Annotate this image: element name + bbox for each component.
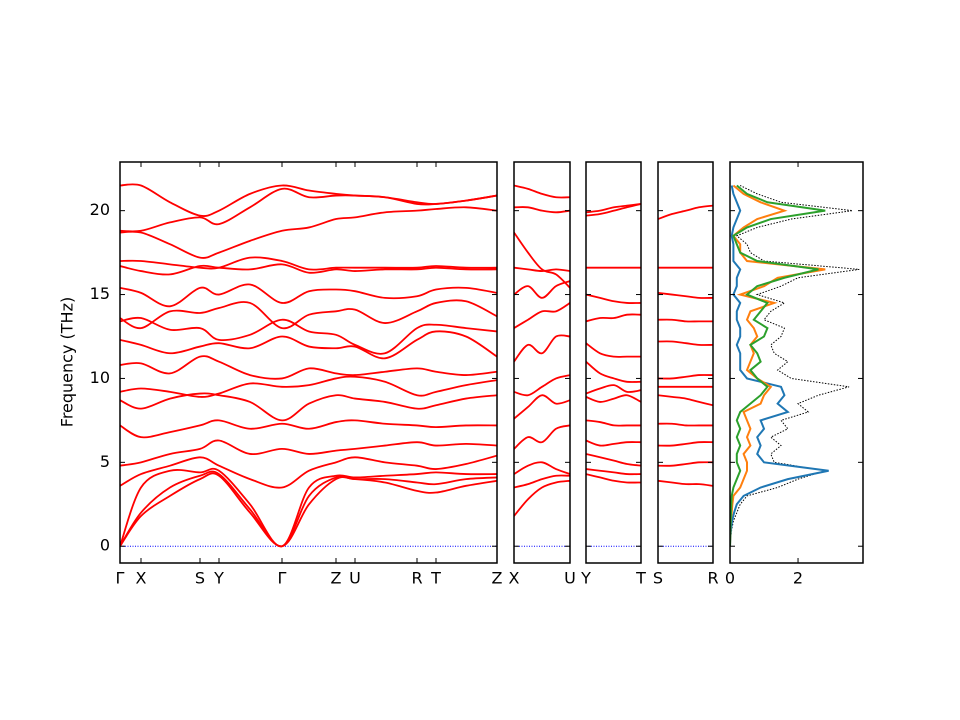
band-line [586, 468, 641, 476]
x-tick-label: Y [580, 569, 591, 588]
x-tick-label: U [564, 569, 576, 588]
band-line [120, 470, 497, 548]
x-tick-label: R [707, 569, 718, 588]
y-tick-label: 5 [100, 452, 110, 471]
x-tick-label: S [653, 569, 663, 588]
y-tick-label: 10 [90, 368, 110, 387]
band-line [514, 266, 570, 272]
band-line [120, 330, 497, 360]
band-line [120, 183, 497, 217]
band-line [586, 419, 641, 427]
band-line [658, 318, 713, 323]
band-line [658, 204, 713, 220]
y-tick-label: 0 [100, 536, 110, 555]
band-line [514, 474, 570, 489]
band-line [658, 441, 713, 447]
band-line [514, 479, 570, 517]
y-tick-label: 15 [90, 284, 110, 303]
band-line [586, 313, 641, 323]
x-tick-label: X [509, 569, 520, 588]
band-line [586, 384, 641, 395]
band-line [586, 453, 641, 467]
y-tick-label: 20 [90, 200, 110, 219]
band-line [586, 342, 641, 358]
band-line [658, 340, 713, 346]
band-line [514, 206, 570, 214]
band-line [514, 374, 570, 397]
plot-area [120, 183, 497, 548]
x-tick-label: T [635, 569, 646, 588]
x-tick-label: Z [492, 569, 503, 588]
band-line [658, 394, 713, 407]
plot-area [586, 203, 641, 547]
band-line [658, 479, 713, 487]
band-line [120, 263, 497, 276]
x-tick-label: Y [213, 569, 224, 588]
band-line [586, 203, 641, 214]
band-line [514, 424, 570, 450]
band-line [658, 291, 713, 299]
dos-line [730, 185, 860, 547]
band-line [120, 439, 497, 467]
band-line [658, 461, 713, 467]
band-line [586, 439, 641, 447]
band-line [586, 360, 641, 383]
band-line [120, 454, 497, 489]
band-line [514, 184, 570, 199]
x-tick-label: S [195, 569, 205, 588]
panel-frame [119, 161, 498, 564]
band-line [514, 231, 570, 289]
panel-frame [513, 161, 571, 564]
x-tick-label: Γ [278, 569, 287, 588]
x-tick-label: 0 [725, 569, 735, 588]
band-line [658, 374, 713, 380]
band-line [120, 299, 497, 330]
band-line [514, 302, 570, 329]
band-line [120, 467, 497, 548]
band-line [586, 203, 641, 217]
band-line [514, 334, 570, 363]
x-tick-label: Z [331, 569, 342, 588]
plot-area [730, 184, 860, 547]
band-line [120, 256, 497, 271]
dos-line [730, 185, 829, 547]
band-line [120, 392, 497, 422]
band-line [120, 206, 497, 259]
band-line [586, 293, 641, 304]
x-tick-label: Γ [116, 569, 125, 588]
band-line [586, 473, 641, 484]
band-line [120, 316, 497, 355]
panel-frame [657, 161, 714, 564]
panel-frame [729, 161, 864, 564]
band-line [120, 375, 497, 398]
band-line [120, 187, 497, 233]
band-line [514, 394, 570, 420]
panel-frame [585, 161, 642, 564]
dos-line [730, 184, 826, 547]
band-line [586, 394, 641, 403]
x-tick-label: X [136, 569, 147, 588]
x-tick-label: 2 [793, 569, 803, 588]
band-line [120, 419, 497, 439]
x-tick-label: R [411, 569, 422, 588]
plot-area [658, 204, 713, 547]
band-line [120, 472, 497, 548]
band-line [658, 422, 713, 427]
x-tick-label: U [349, 569, 361, 588]
band-line [514, 280, 570, 299]
dos-line [730, 184, 826, 547]
y-axis-label: Frequency (THz) [58, 297, 77, 427]
band-line [120, 355, 497, 380]
x-tick-label: T [430, 569, 441, 588]
band-line [514, 461, 570, 475]
band-line [120, 283, 497, 308]
plot-area [514, 184, 570, 547]
